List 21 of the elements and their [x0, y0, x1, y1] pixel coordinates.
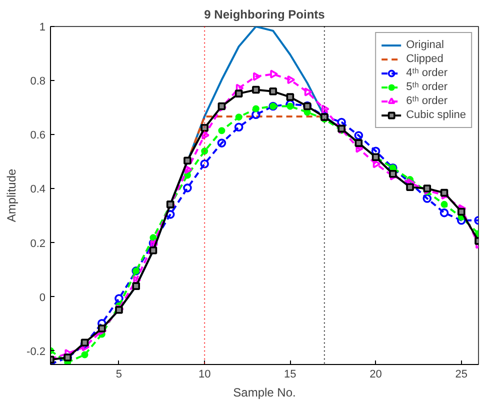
- x-tick-label: 25: [455, 368, 468, 380]
- y-tick-label: 0: [39, 292, 46, 304]
- chart-title: 9 Neighboring Points: [204, 8, 326, 22]
- y-tick-label: 0.6: [30, 130, 46, 142]
- y-tick-label: -0.2: [26, 346, 46, 358]
- y-tick-label: 0.8: [30, 76, 46, 88]
- x-tick-label: 15: [284, 368, 296, 380]
- x-tick-label: 10: [198, 368, 211, 380]
- legend-label: Original: [406, 38, 444, 52]
- legend-label: 6ᵗʰ order: [406, 94, 448, 108]
- y-tick-label: 1: [39, 22, 46, 34]
- x-tick-label: 20: [370, 368, 382, 380]
- legend-label: Clipped: [406, 52, 444, 66]
- legend-label: 5ᵗʰ order: [406, 80, 448, 94]
- y-tick-label: 0.2: [30, 238, 46, 250]
- x-axis-title: Sample No.: [233, 386, 296, 400]
- y-axis-title: Amplitude: [4, 168, 19, 222]
- legend-label: 4ᵗʰ order: [406, 66, 448, 80]
- legend-label: Cubic spline: [406, 108, 466, 122]
- y-tick-label: 0.4: [30, 184, 46, 196]
- x-tick-label: 5: [116, 368, 122, 380]
